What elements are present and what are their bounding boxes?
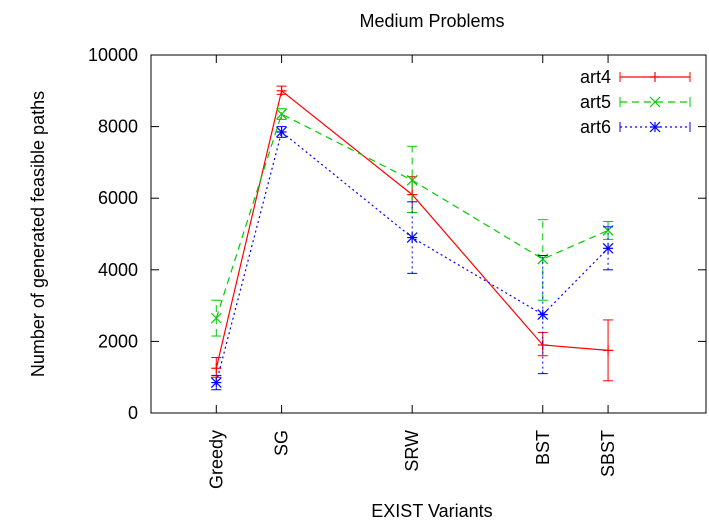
data-point bbox=[406, 232, 418, 244]
y-tick-label: 4000 bbox=[98, 260, 138, 280]
x-axis-title: EXIST Variants bbox=[371, 501, 492, 521]
series-layer bbox=[210, 85, 614, 391]
y-axis-title: Number of generated feasible paths bbox=[28, 91, 48, 377]
legend-marker bbox=[649, 121, 661, 133]
series-line bbox=[215, 113, 609, 319]
error-bar bbox=[537, 254, 548, 375]
y-tick-label: 2000 bbox=[98, 331, 138, 351]
x-tick-label: SBST bbox=[598, 430, 618, 477]
x-tick-label: BST bbox=[533, 430, 553, 465]
legend-label: art4 bbox=[580, 67, 611, 87]
y-tick-label: 8000 bbox=[98, 117, 138, 137]
series-art6 bbox=[210, 126, 614, 391]
y-tick-label: 0 bbox=[128, 403, 138, 423]
data-point bbox=[603, 345, 614, 356]
series-line bbox=[215, 89, 609, 369]
legend-marker bbox=[650, 72, 660, 82]
data-point bbox=[276, 108, 288, 120]
chart-title: Medium Problems bbox=[359, 11, 504, 31]
x-axis: Greedy SG SRW BST SBST bbox=[206, 55, 618, 489]
data-point bbox=[537, 309, 549, 320]
legend-label: art5 bbox=[580, 92, 611, 112]
y-axis: 0 2000 4000 6000 8000 10000 bbox=[88, 45, 706, 423]
data-point bbox=[210, 312, 222, 324]
data-point bbox=[210, 377, 222, 388]
plot-frame bbox=[150, 54, 707, 414]
legend-marker bbox=[649, 96, 661, 108]
x-tick-label: Greedy bbox=[206, 430, 226, 489]
data-point bbox=[406, 174, 418, 186]
y-tick-label: 6000 bbox=[98, 188, 138, 208]
legend: art4 art5 art6 bbox=[580, 67, 691, 137]
x-tick-label: SRW bbox=[402, 430, 422, 472]
x-tick-label: SG bbox=[272, 430, 292, 456]
y-tick-label: 10000 bbox=[88, 45, 138, 65]
data-point bbox=[211, 363, 222, 374]
data-point bbox=[276, 126, 288, 138]
data-point bbox=[602, 242, 614, 254]
legend-label: art6 bbox=[580, 117, 611, 137]
data-point bbox=[276, 85, 287, 96]
